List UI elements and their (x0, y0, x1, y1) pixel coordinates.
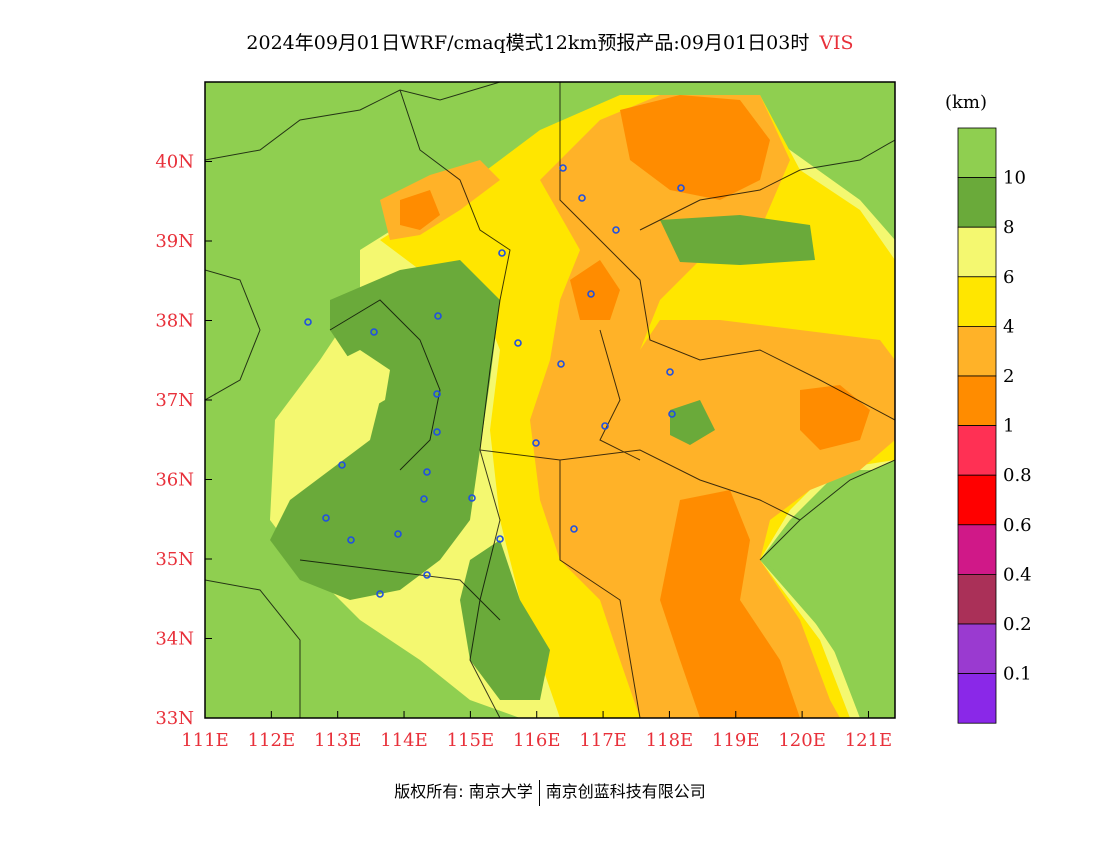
visibility-field (205, 82, 895, 718)
footer-left: 版权所有: 南京大学 (394, 782, 533, 801)
latitude-axis: 33N 34N 35N 36N 37N 38N 39N 40N (155, 152, 212, 729)
copyright-footer: 版权所有: 南京大学 南京创蓝科技有限公司 (0, 778, 1100, 806)
field-orange-east (800, 385, 870, 450)
lon-tick-label: 116E (513, 730, 561, 751)
lat-tick-label: 33N (155, 708, 194, 729)
footer-right: 南京创蓝科技有限公司 (545, 782, 706, 801)
city-markers (304, 164, 685, 598)
legend-swatch (957, 574, 997, 625)
legend-label: 0.1 (1003, 664, 1032, 685)
field-orange-light (530, 95, 895, 718)
legend-label: 8 (1003, 217, 1014, 238)
legend-label: 0.8 (1003, 465, 1032, 486)
lon-tick-label: 112E (248, 730, 296, 751)
field-yellow-light-west-core (320, 350, 390, 420)
field-orange-north (620, 95, 770, 200)
legend-swatch (957, 226, 997, 278)
field-orange-south (660, 490, 800, 718)
map-title-variable: VIS (819, 32, 854, 54)
map-title-main: 2024年09月01日WRF/cmaq模式12km预报产品:09月01日03时 (246, 32, 810, 54)
lon-tick-label: 119E (712, 730, 760, 751)
longitude-axis: 111E 112E 113E 114E 115E 116E 117E 118E 119E 120E… (181, 711, 892, 751)
footer-separator (538, 779, 540, 806)
lat-tick-label: 36N (155, 470, 194, 491)
legend-swatch (957, 474, 997, 526)
legend-swatch (957, 276, 997, 327)
lat-tick-label: 38N (155, 311, 194, 332)
legend-label: 2 (1003, 366, 1014, 387)
legend-swatch (957, 524, 997, 575)
legend-swatch (957, 325, 997, 377)
lon-tick-label: 120E (778, 730, 826, 751)
lon-tick-label: 113E (314, 730, 362, 751)
lon-tick-label: 111E (181, 730, 229, 751)
field-green-dark-east (660, 215, 815, 265)
field-sea-yellow (765, 460, 895, 718)
lon-tick-label: 114E (380, 730, 428, 751)
legend-label: 0.4 (1003, 564, 1032, 585)
lat-tick-label: 40N (155, 152, 194, 173)
legend-swatch (957, 177, 997, 228)
legend-swatch (957, 127, 997, 178)
legend-swatch (957, 673, 997, 724)
lat-tick-label: 35N (155, 549, 194, 570)
legend-label: 4 (1003, 316, 1014, 337)
legend-label: 0.2 (1003, 614, 1032, 635)
lat-tick-label: 34N (155, 629, 194, 650)
legend-swatch (957, 623, 997, 674)
admin-boundaries (205, 82, 895, 718)
field-green-dark-spot (670, 400, 715, 445)
legend-label: 1 (1003, 416, 1014, 437)
field-orange-central (570, 260, 620, 320)
lon-tick-label: 118E (646, 730, 694, 751)
lon-tick-label: 115E (447, 730, 495, 751)
lon-tick-label: 121E (845, 730, 893, 751)
legend-swatch (957, 425, 997, 476)
map-title: 2024年09月01日WRF/cmaq模式12km预报产品:09月01日03时 V… (0, 28, 1100, 55)
legend-colorbar: 10 8 6 4 2 1 0.8 0.6 0.4 0.2 0.1 (957, 127, 1032, 724)
legend-unit: (km) (945, 92, 987, 113)
lat-tick-label: 37N (155, 390, 194, 411)
legend-label: 6 (1003, 267, 1014, 288)
lat-tick-label: 39N (155, 231, 194, 252)
legend-label: 0.6 (1003, 515, 1032, 536)
legend-label: 10 (1003, 168, 1026, 189)
field-green-dark-south (460, 540, 550, 700)
field-orange-nw (400, 190, 440, 230)
legend-swatch (957, 375, 997, 426)
lon-tick-label: 117E (579, 730, 627, 751)
